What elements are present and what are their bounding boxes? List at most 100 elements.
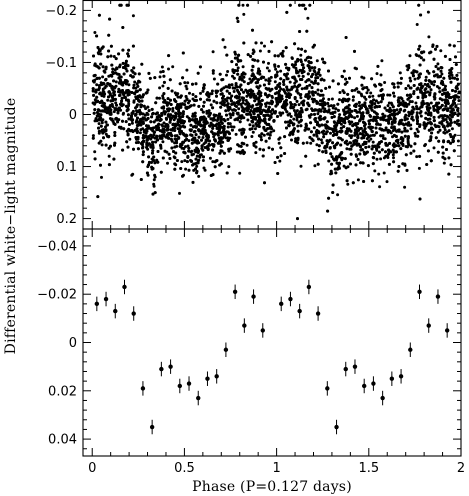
raw-data-point xyxy=(97,13,101,17)
raw-data-point xyxy=(350,120,354,124)
raw-data-point xyxy=(442,76,446,80)
raw-data-point xyxy=(168,120,172,124)
raw-data-point xyxy=(355,114,359,118)
raw-data-point xyxy=(270,112,274,116)
raw-data-point xyxy=(370,108,374,112)
raw-data-point xyxy=(449,141,453,145)
raw-data-point xyxy=(205,121,209,125)
raw-data-point xyxy=(315,132,319,136)
raw-data-point xyxy=(319,89,323,93)
raw-data-point xyxy=(448,68,452,72)
raw-data-point xyxy=(141,153,145,157)
raw-data-point xyxy=(207,114,211,118)
raw-data-point xyxy=(403,163,407,167)
raw-data-point xyxy=(95,83,99,87)
raw-data-point xyxy=(285,77,289,81)
raw-data-point xyxy=(153,136,157,140)
raw-data-point xyxy=(211,106,215,110)
raw-data-point xyxy=(126,145,130,149)
raw-data-point xyxy=(412,84,416,87)
raw-data-point xyxy=(311,93,315,97)
raw-data-point xyxy=(420,86,424,90)
raw-data-point xyxy=(404,153,408,157)
raw-data-point xyxy=(141,150,145,154)
raw-data-point xyxy=(389,117,393,121)
raw-data-point xyxy=(174,106,178,110)
raw-data-point xyxy=(372,151,376,155)
raw-data-point xyxy=(117,81,121,85)
raw-data-point xyxy=(127,117,131,121)
raw-data-point xyxy=(166,114,170,117)
raw-data-point xyxy=(97,76,101,80)
raw-data-point xyxy=(198,65,202,69)
raw-data-point xyxy=(114,101,118,105)
raw-data-point xyxy=(409,127,413,131)
raw-data-point xyxy=(223,45,227,49)
raw-data-point xyxy=(202,155,205,159)
raw-data-point xyxy=(211,118,215,122)
raw-data-point xyxy=(249,113,253,117)
raw-data-point xyxy=(127,100,131,103)
raw-data-point xyxy=(308,83,312,87)
raw-data-point xyxy=(235,69,239,73)
raw-data-point xyxy=(446,102,450,105)
raw-data-point xyxy=(114,80,118,84)
raw-data-point xyxy=(254,151,258,155)
raw-data-point xyxy=(251,120,255,124)
raw-data-point xyxy=(455,85,459,89)
raw-data-point xyxy=(354,163,358,167)
raw-data-point xyxy=(93,108,97,112)
raw-data-point xyxy=(182,150,186,154)
raw-data-point xyxy=(236,111,240,115)
raw-data-point xyxy=(286,113,290,117)
raw-data-point xyxy=(285,102,289,106)
raw-data-point xyxy=(295,71,299,75)
raw-data-point xyxy=(232,90,236,93)
raw-data-point xyxy=(351,95,355,99)
raw-data-point xyxy=(118,94,121,97)
raw-data-point xyxy=(316,72,320,75)
raw-data-point xyxy=(238,75,242,79)
raw-data-point xyxy=(349,114,353,118)
raw-data-point xyxy=(100,119,104,123)
raw-data-point xyxy=(381,112,385,116)
raw-data-point xyxy=(429,138,433,142)
raw-data-point xyxy=(248,123,252,127)
raw-data-point xyxy=(112,157,116,161)
raw-data-point xyxy=(279,77,283,81)
raw-data-point xyxy=(375,72,379,76)
raw-data-point xyxy=(392,156,395,160)
raw-data-point xyxy=(403,126,407,130)
raw-data-point xyxy=(227,149,231,153)
raw-data-point xyxy=(232,108,236,112)
raw-data-point xyxy=(224,85,228,89)
raw-data-point xyxy=(437,86,441,90)
raw-data-point xyxy=(342,91,346,95)
raw-data-point xyxy=(383,81,387,84)
raw-data-point xyxy=(374,99,378,103)
raw-data-point xyxy=(176,118,180,122)
raw-data-point xyxy=(295,99,299,103)
raw-data-point xyxy=(140,99,144,103)
raw-data-point xyxy=(167,67,170,71)
raw-data-point xyxy=(374,131,378,135)
raw-data-point xyxy=(251,65,255,69)
raw-data-point xyxy=(275,70,279,74)
raw-data-point xyxy=(438,128,442,132)
raw-data-point xyxy=(252,142,256,146)
raw-data-point xyxy=(392,150,396,154)
raw-data-point xyxy=(426,113,430,117)
raw-data-point xyxy=(93,150,97,154)
raw-data-point xyxy=(332,104,336,108)
raw-data-point xyxy=(440,114,444,118)
raw-data-point xyxy=(433,97,437,101)
raw-data-point xyxy=(107,49,111,53)
raw-data-point xyxy=(253,99,257,103)
raw-data-point xyxy=(125,69,129,73)
raw-data-point xyxy=(162,121,166,125)
raw-data-point xyxy=(262,108,265,112)
raw-data-point xyxy=(424,116,428,120)
raw-data-point xyxy=(219,105,223,109)
raw-data-point xyxy=(432,119,436,123)
